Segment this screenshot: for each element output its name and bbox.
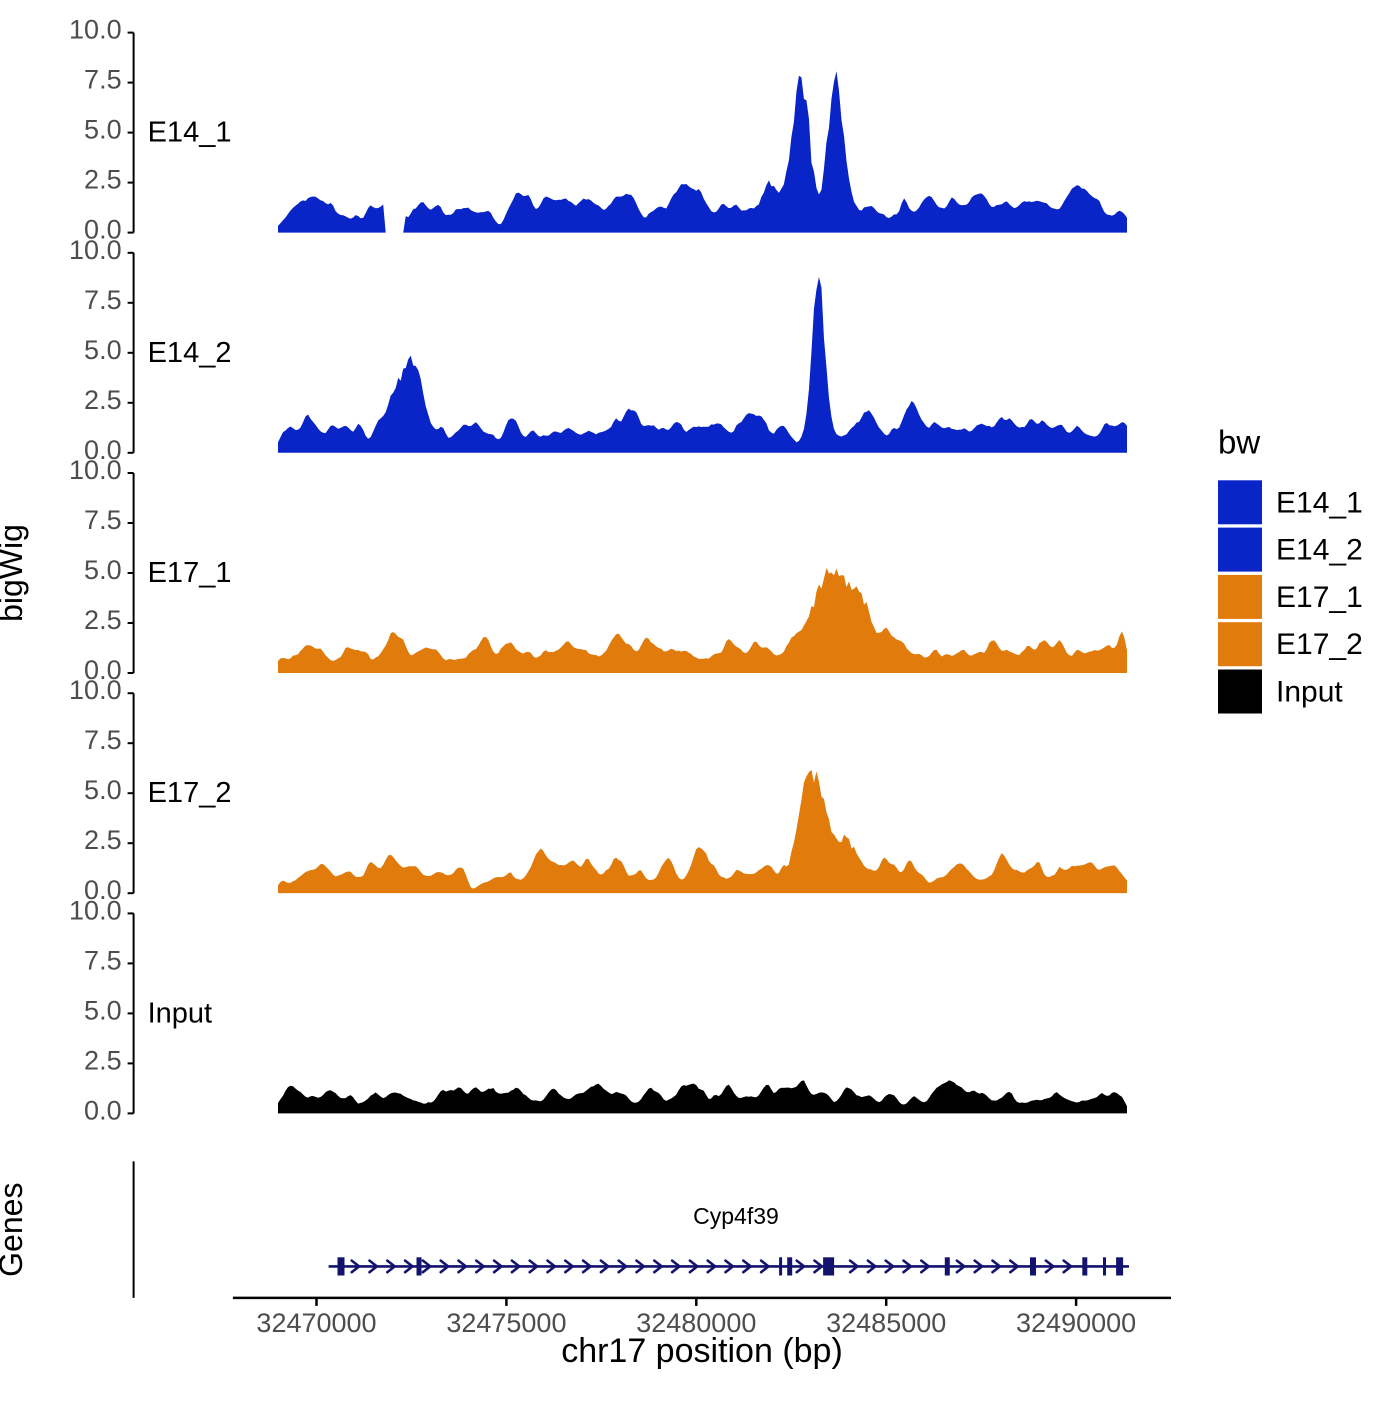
svg-text:E17_1: E17_1	[148, 557, 232, 589]
svg-text:Genes: Genes	[0, 1183, 29, 1277]
svg-text:7.5: 7.5	[84, 65, 122, 95]
svg-text:7.5: 7.5	[84, 505, 122, 535]
svg-text:7.5: 7.5	[84, 285, 122, 315]
svg-text:7.5: 7.5	[84, 725, 122, 755]
svg-text:10.0: 10.0	[69, 675, 122, 705]
svg-text:2.5: 2.5	[84, 825, 122, 855]
svg-text:bigWig: bigWig	[0, 524, 29, 622]
svg-text:10.0: 10.0	[69, 455, 122, 485]
svg-text:32485000: 32485000	[826, 1308, 946, 1338]
svg-text:Input: Input	[148, 997, 213, 1029]
svg-text:2.5: 2.5	[84, 385, 122, 415]
svg-text:7.5: 7.5	[84, 945, 122, 975]
svg-text:E14_1: E14_1	[148, 117, 232, 149]
svg-text:2.5: 2.5	[84, 165, 122, 195]
svg-text:5.0: 5.0	[84, 555, 122, 585]
svg-text:E17_1: E17_1	[1276, 581, 1363, 614]
svg-text:10.0: 10.0	[69, 15, 122, 45]
svg-text:5.0: 5.0	[84, 115, 122, 145]
svg-text:2.5: 2.5	[84, 1045, 122, 1075]
svg-text:32490000: 32490000	[1016, 1308, 1136, 1338]
svg-text:E14_1: E14_1	[1276, 486, 1363, 519]
svg-text:E14_2: E14_2	[1276, 534, 1363, 567]
svg-text:32470000: 32470000	[256, 1308, 376, 1338]
svg-text:5.0: 5.0	[84, 335, 122, 365]
svg-text:chr17 position (bp): chr17 position (bp)	[561, 1332, 843, 1370]
svg-text:32475000: 32475000	[446, 1308, 566, 1338]
svg-text:bw: bw	[1218, 423, 1260, 460]
svg-text:E17_2: E17_2	[148, 777, 232, 809]
svg-text:5.0: 5.0	[84, 995, 122, 1025]
svg-text:Input: Input	[1276, 676, 1343, 709]
svg-text:E17_2: E17_2	[1276, 628, 1363, 661]
svg-text:10.0: 10.0	[69, 235, 122, 265]
svg-text:E14_2: E14_2	[148, 337, 232, 369]
svg-text:5.0: 5.0	[84, 775, 122, 805]
svg-text:10.0: 10.0	[69, 895, 122, 925]
svg-text:0.0: 0.0	[84, 1095, 122, 1125]
svg-text:2.5: 2.5	[84, 605, 122, 635]
svg-text:Cyp4f39: Cyp4f39	[693, 1203, 779, 1229]
